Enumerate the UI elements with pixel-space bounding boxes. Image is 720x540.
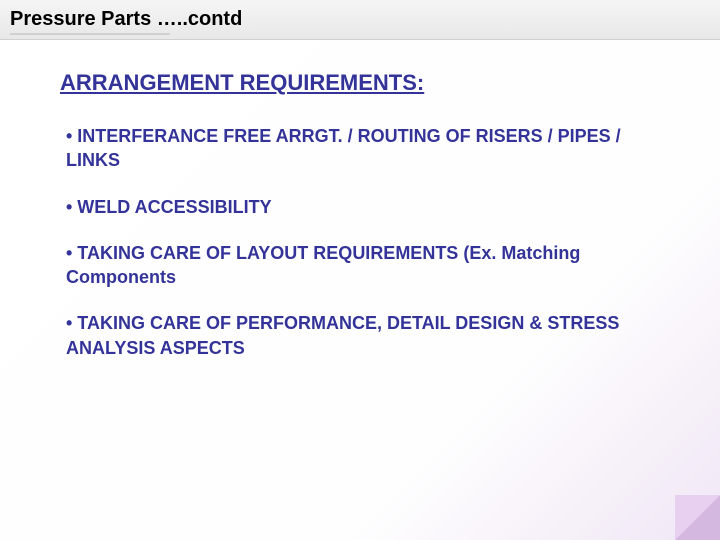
content-area: ARRANGEMENT REQUIREMENTS: • INTERFERANCE…	[0, 40, 720, 402]
bullet-item: • TAKING CARE OF PERFORMANCE, DETAIL DES…	[66, 311, 670, 360]
title-underline	[10, 33, 170, 35]
bullet-item: • WELD ACCESSIBILITY	[66, 195, 670, 219]
corner-fold-decoration	[675, 495, 720, 540]
page-title: Pressure Parts …..contd	[10, 8, 710, 31]
section-header: ARRANGEMENT REQUIREMENTS:	[60, 70, 670, 96]
bullet-item: • TAKING CARE OF LAYOUT REQUIREMENTS (Ex…	[66, 241, 670, 290]
title-bar: Pressure Parts …..contd	[0, 0, 720, 40]
bullet-item: • INTERFERANCE FREE ARRGT. / ROUTING OF …	[66, 124, 670, 173]
